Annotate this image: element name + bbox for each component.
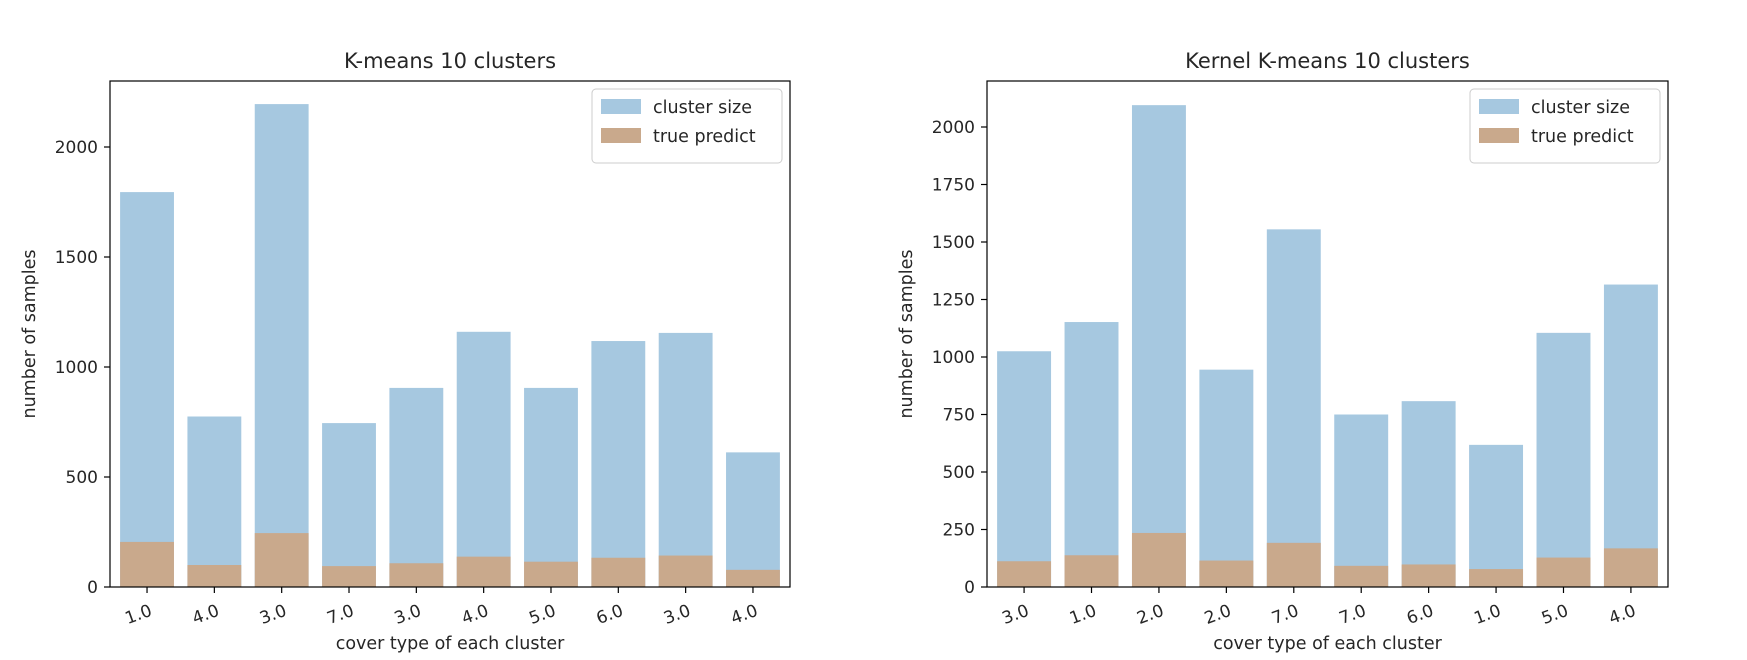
x-tick-label: 7.0 — [324, 601, 356, 629]
bar-cluster-size — [456, 331, 511, 587]
x-tick-label: 7.0 — [1337, 601, 1369, 629]
bar-cluster-size — [1266, 229, 1321, 587]
bar-true-predict — [524, 561, 578, 587]
bar-cluster-size — [997, 351, 1052, 587]
x-tick-label: 3.0 — [661, 601, 693, 629]
plot-frame — [109, 80, 791, 588]
legend-swatch — [1479, 128, 1519, 143]
bar-cluster-size — [120, 192, 174, 587]
y-tick-label: 1000 — [55, 358, 98, 378]
y-axis-label: number of samples — [897, 249, 917, 418]
bar-true-predict — [726, 569, 780, 587]
bar-true-predict — [389, 563, 444, 587]
legend-swatch — [601, 128, 641, 143]
bar-true-predict — [1401, 564, 1456, 587]
y-tick-label: 250 — [943, 521, 975, 541]
x-axis-label: cover type of each cluster — [336, 634, 565, 654]
bar-cluster-size — [658, 332, 713, 587]
legend-label: cluster size — [653, 98, 752, 118]
bar-cluster-size — [726, 452, 780, 587]
x-tick-label: 3.0 — [1000, 601, 1032, 629]
bar-cluster-size — [524, 387, 578, 587]
y-tick-label: 1000 — [932, 348, 975, 368]
x-tick-label: 4.0 — [1606, 601, 1638, 629]
x-tick-label: 6.0 — [594, 601, 626, 629]
bar-cluster-size — [1131, 105, 1186, 588]
legend-label: cluster size — [1531, 98, 1630, 118]
y-tick-label: 2000 — [55, 138, 98, 158]
legend-swatch — [601, 99, 641, 114]
chart-panel-2: 0 250 500 750 1000 1250 1500 1750 2000 3.0 1.0 2.0 2… — [897, 49, 1669, 654]
y-tick-label: 1250 — [932, 291, 975, 311]
legend-swatch — [1479, 99, 1519, 114]
bar-true-predict — [1064, 555, 1119, 587]
x-tick-label: 1.0 — [1472, 601, 1504, 629]
x-tick-label: 4.0 — [459, 601, 491, 629]
legend: cluster size true predict — [591, 88, 783, 164]
legend-label: true predict — [1531, 127, 1634, 147]
bar-true-predict — [591, 557, 646, 587]
y-tick-label: 0 — [964, 578, 975, 598]
bar-cluster-size — [591, 341, 646, 587]
bar-cluster-size — [1334, 414, 1389, 587]
bar-true-predict — [254, 533, 309, 587]
bar-true-predict — [1266, 542, 1321, 587]
bar-true-predict — [1131, 532, 1186, 587]
x-axis-label: cover type of each cluster — [1213, 634, 1442, 654]
bar-true-predict — [1334, 565, 1389, 587]
y-tick-label: 0 — [87, 578, 98, 598]
chart-panel-1: 0 500 1000 1500 2000 1.0 4.0 3.0 7.0 3.0 4.0 5.0 6.0… — [20, 49, 791, 654]
legend-label: true predict — [653, 127, 756, 147]
bar-cluster-size — [1536, 332, 1591, 587]
bar-true-predict — [997, 561, 1052, 587]
bar-cluster-size — [1401, 401, 1456, 587]
y-tick-label: 1750 — [932, 176, 975, 196]
bar-cluster-size — [1064, 322, 1119, 587]
x-tick-label: 2.0 — [1202, 601, 1234, 629]
y-axis-label: number of samples — [20, 249, 40, 418]
bar-cluster-size — [322, 423, 376, 587]
bar-true-predict — [658, 555, 713, 587]
x-tick-label: 6.0 — [1404, 601, 1436, 629]
x-tick-label: 5.0 — [526, 601, 558, 629]
x-tick-label: 1.0 — [122, 601, 154, 629]
bar-cluster-size — [1469, 444, 1524, 587]
bar-true-predict — [456, 556, 511, 587]
y-tick-label: 500 — [66, 468, 98, 488]
bar-true-predict — [1199, 560, 1254, 587]
bar-cluster-size — [254, 104, 309, 587]
bar-cluster-size — [389, 387, 444, 587]
y-tick-label: 1500 — [932, 233, 975, 253]
y-tick-label: 2000 — [932, 118, 975, 138]
bar-true-predict — [1603, 548, 1658, 587]
x-tick-label: 5.0 — [1539, 601, 1571, 629]
bar-cluster-size — [1199, 369, 1254, 587]
chart-title: Kernel K-means 10 clusters — [1185, 49, 1470, 73]
x-tick-label: 2.0 — [1134, 601, 1166, 629]
y-tick-label: 1500 — [55, 248, 98, 268]
x-tick-label: 4.0 — [190, 601, 222, 629]
bar-true-predict — [1469, 569, 1524, 587]
y-tick-label: 750 — [943, 406, 975, 426]
x-tick-label: 4.0 — [728, 601, 760, 629]
x-tick-label: 3.0 — [392, 601, 424, 629]
bar-true-predict — [1536, 557, 1591, 587]
legend: cluster size true predict — [1469, 88, 1661, 164]
bar-true-predict — [120, 541, 174, 587]
x-tick-label: 7.0 — [1269, 601, 1301, 629]
chart-title: K-means 10 clusters — [344, 49, 556, 73]
x-tick-label: 1.0 — [1067, 601, 1099, 629]
bar-true-predict — [322, 566, 376, 587]
plot-frame — [986, 80, 1669, 588]
bar-true-predict — [187, 565, 242, 587]
bar-cluster-size — [187, 416, 242, 587]
bar-cluster-size — [1603, 284, 1658, 587]
x-tick-label: 3.0 — [257, 601, 289, 629]
y-tick-label: 500 — [943, 463, 975, 483]
